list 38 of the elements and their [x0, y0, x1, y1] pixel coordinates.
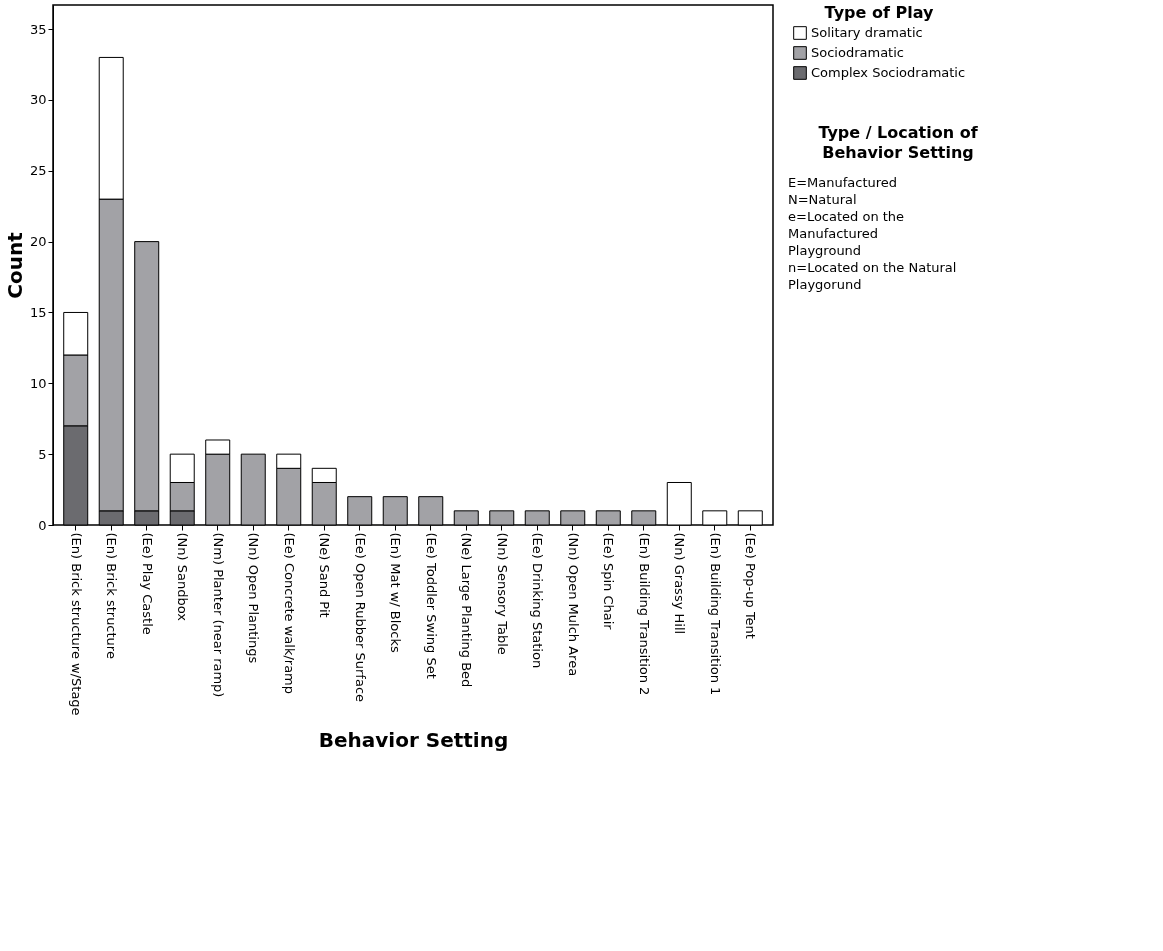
x-tick-label: (En) Building Transition 2: [636, 532, 652, 696]
text: n=Located on the Natural Playgorund: [788, 260, 957, 292]
x-tick-label: (En) Building Transition 1: [707, 532, 723, 696]
y-tick-label: 5: [38, 446, 47, 462]
x-tick-label: (Ee) Pop-up Tent: [743, 532, 759, 639]
x-tick-label: (Ne) Sand Pit: [317, 532, 333, 618]
y-tick-label: 0: [38, 517, 47, 533]
legend-title: Type of Play: [824, 3, 934, 22]
x-tick-label: (En) Brick structure w/Stage: [68, 532, 84, 716]
y-tick-label: 10: [29, 375, 47, 391]
y-tick-label: 35: [29, 21, 47, 37]
x-tick-label: (Ee) Play Castle: [139, 532, 155, 635]
x-tick-label: (Ee) Toddler Swing Set: [423, 532, 439, 679]
x-axis-title: Behavior Setting: [318, 727, 509, 752]
y-tick-label: 25: [29, 163, 47, 179]
x-tick-label: (Nn) Grassy Hill: [672, 532, 688, 635]
x-tick-label: (Ee) Drinking Station: [530, 532, 546, 669]
text: E=Manufactured: [788, 175, 898, 190]
x-tick-label: (Ee) Spin Chair: [601, 532, 617, 631]
y-tick-label: 20: [29, 234, 47, 250]
x-tick-label: (Nn) Sandbox: [175, 532, 191, 622]
legend-label: Complex Sociodramatic: [811, 65, 966, 80]
y-tick-label: 15: [29, 304, 47, 320]
legend-label: Sociodramatic: [811, 45, 904, 60]
x-tick-label: (Ee) Concrete walk/ramp: [281, 532, 297, 695]
legend-label: Solitary dramatic: [811, 25, 923, 40]
x-tick-label: (Nn) Open Mulch Area: [565, 532, 581, 677]
x-tick-label: (Ee) Open Rubber Surface: [352, 532, 368, 703]
x-tick-label: (Nn) Sensory Table: [494, 532, 510, 655]
x-tick-label: (Ne) Large Planting Bed: [459, 532, 475, 688]
x-tick-label: (En) Brick structure: [104, 532, 120, 659]
y-axis-title: Count: [2, 231, 27, 299]
y-tick-label: 30: [29, 92, 47, 108]
text: N=Natural: [788, 192, 857, 207]
text: Type / Location of Behavior Setting: [818, 123, 979, 162]
x-tick-label: (En) Mat w/ Blocks: [388, 532, 404, 653]
x-tick-label: (Nm) Planter (near ramp): [210, 532, 226, 698]
x-tick-label: (Nn) Open Plantings: [246, 532, 262, 664]
